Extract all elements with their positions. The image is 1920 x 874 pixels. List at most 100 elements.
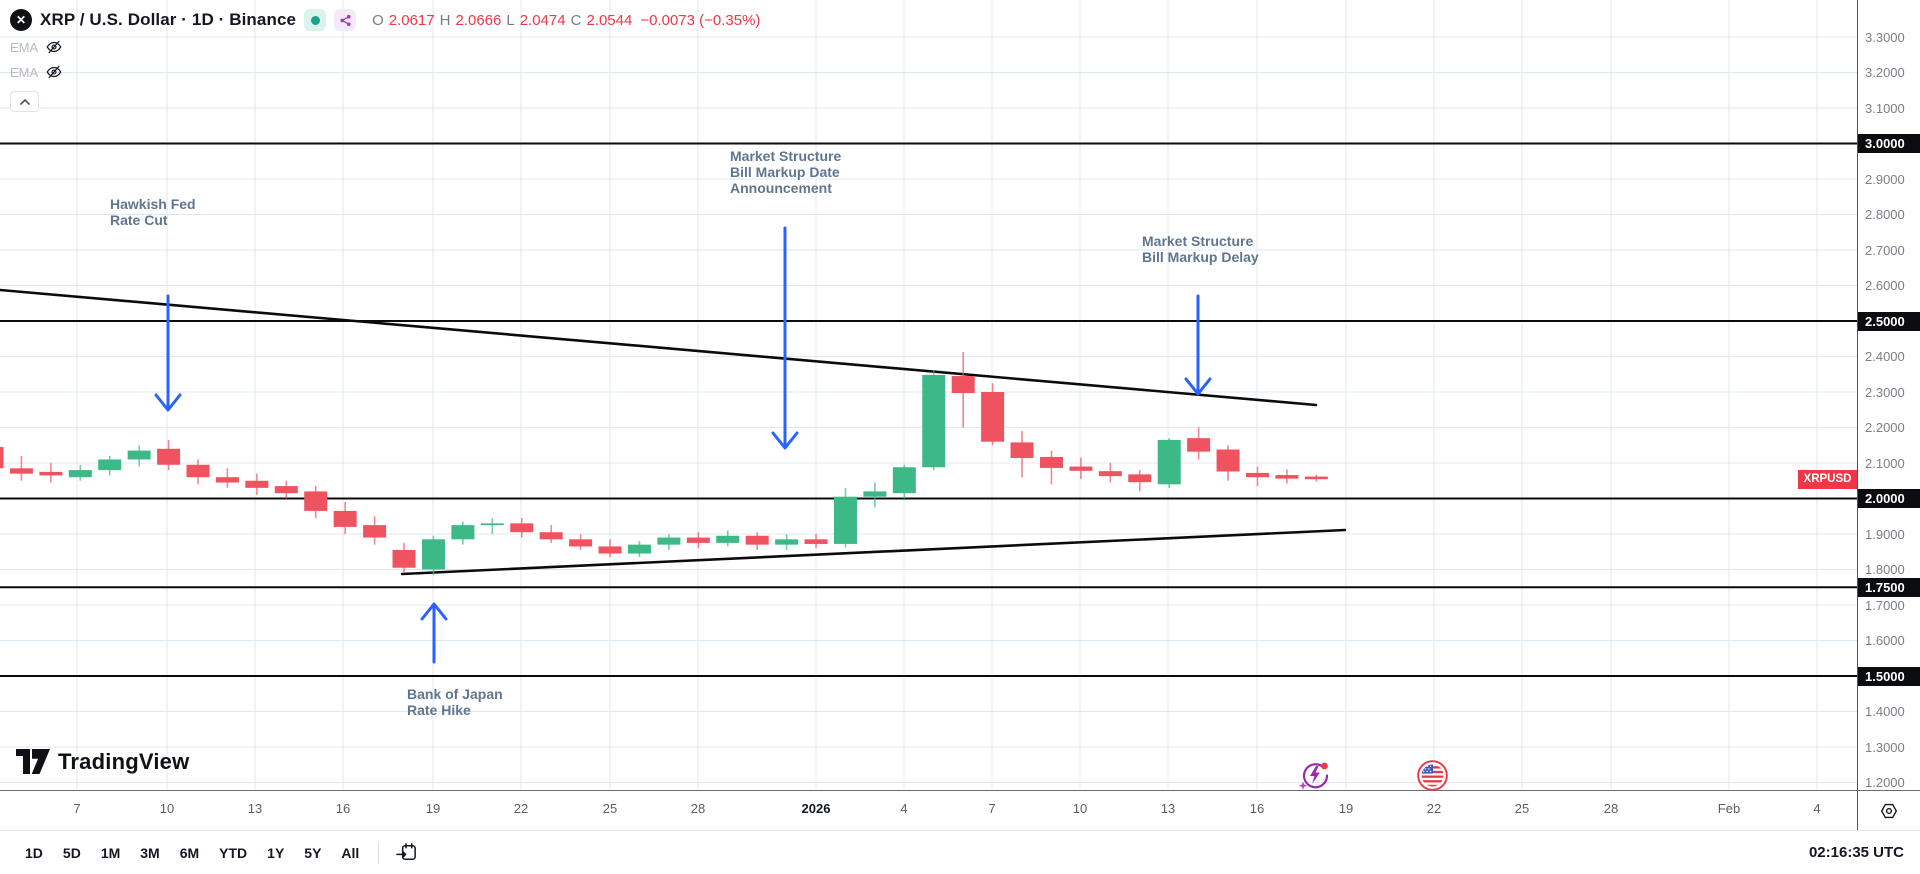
price-axis-label: 2.0000 — [1858, 489, 1920, 508]
candle-body — [892, 467, 916, 494]
price-axis-label: 1.8000 — [1865, 562, 1905, 577]
candle-body — [716, 535, 740, 543]
candlestick-chart[interactable] — [0, 0, 1857, 790]
price-axis-label: 1.3000 — [1865, 739, 1905, 755]
range-button-1y[interactable]: 1Y — [267, 844, 285, 861]
price-axis-label: 1.4000 — [1865, 704, 1905, 719]
range-button-all[interactable]: All — [341, 844, 360, 861]
candle-body — [1098, 471, 1122, 477]
time-axis-label: 19 — [425, 801, 441, 816]
range-button-1m[interactable]: 1M — [100, 844, 121, 861]
candle-body — [39, 471, 63, 476]
share-button[interactable] — [334, 9, 357, 31]
time-axis[interactable]: 7 10 13 16 19 22 25 28 2026 4 7 10 13 16 19 22 25 28 Feb 4 — [0, 790, 1920, 830]
ema-label: EMA — [10, 39, 39, 55]
chevron-up-icon — [19, 98, 30, 105]
candle-body — [1245, 472, 1269, 478]
chart-annotation-text: Market Structure Bill Markup Date Announce… — [730, 148, 842, 196]
price-axis-label: 1.7500 — [1858, 577, 1920, 597]
range-button-3m[interactable]: 3M — [140, 844, 160, 861]
candle-body — [1010, 442, 1034, 459]
share-icon — [339, 14, 351, 26]
price-axis[interactable]: 3.3000 3.2000 3.1000 3.0000 2.9000 2.8000 2.70… — [1857, 0, 1920, 830]
trendline[interactable] — [0, 288, 1318, 407]
chart-legend: ✕ XRP / U.S. Dollar · 1D · Binance O 2.06… — [10, 8, 760, 112]
candle-body — [215, 477, 239, 483]
annotation-arrow[interactable] — [771, 226, 799, 450]
range-button-5d[interactable]: 5D — [62, 844, 81, 861]
candle-body — [598, 546, 622, 554]
indicator-row-ema-1: EMA — [10, 37, 760, 57]
price-axis-label: 2.9000 — [1865, 171, 1905, 187]
clock-utc[interactable]: 02:16:35 UTC — [1808, 844, 1904, 861]
time-axis-label: 7 — [73, 801, 81, 816]
price-axis-label: 3.3000 — [1865, 29, 1905, 45]
candle-body — [627, 544, 651, 554]
time-axis-label: 25 — [602, 801, 618, 816]
price-axis-label: 2.1000 — [1865, 455, 1905, 471]
candle-body — [539, 532, 563, 540]
range-button-ytd[interactable]: YTD — [219, 844, 248, 861]
symbol-row: ✕ XRP / U.S. Dollar · 1D · Binance O 2.06… — [10, 8, 760, 32]
us-economic-event-button[interactable] — [1417, 760, 1448, 796]
candle-body — [333, 510, 357, 527]
candle-body — [1157, 439, 1181, 485]
candle-body — [363, 525, 387, 538]
high-value: 2.0666 — [455, 11, 502, 29]
annotation-arrow[interactable] — [420, 602, 448, 664]
candle-body — [863, 491, 887, 497]
open-value: 2.0617 — [388, 11, 435, 29]
change-value: −0.0073 (−0.35%) — [640, 11, 761, 29]
chart-annotation-text: Market Structure Bill Markup Delay — [1142, 233, 1259, 265]
candle-body — [657, 537, 681, 545]
candle-body — [510, 523, 534, 533]
price-axis-label: 2.7000 — [1865, 242, 1905, 258]
watermark-text: TradingView — [58, 748, 190, 774]
tradingview-watermark[interactable]: TradingView — [16, 748, 189, 775]
chart-annotation-text: Bank of Japan Rate Hike — [407, 686, 503, 718]
price-axis-label: 1.6000 — [1865, 633, 1905, 648]
scale-settings-icon — [1880, 803, 1898, 818]
time-axis-label: 16 — [1249, 801, 1265, 816]
candle-body — [981, 392, 1005, 442]
ema-visibility-toggle[interactable] — [45, 38, 63, 56]
candle-body — [392, 549, 416, 568]
candle-body — [1275, 475, 1299, 479]
candle-body — [0, 447, 4, 469]
axis-settings-corner[interactable] — [1857, 791, 1920, 830]
go-to-date-button[interactable] — [389, 837, 424, 868]
annotation-arrow[interactable] — [1184, 294, 1212, 396]
candle-body — [686, 537, 710, 543]
price-axis-label: 2.6000 — [1865, 278, 1905, 293]
range-button-6m[interactable]: 6M — [179, 844, 200, 861]
crypto-event-button[interactable] — [1296, 757, 1332, 798]
ohlc-readout: O 2.0617 H 2.0666 L 2.0474 C 2.0544 −0.0073 … — [372, 12, 760, 29]
candle-body — [274, 486, 298, 494]
candle-body — [951, 376, 975, 394]
trendline[interactable] — [400, 528, 1347, 576]
low-value: 2.0474 — [519, 11, 566, 29]
candle-body — [1128, 474, 1152, 483]
time-axis-label: 2026 — [801, 801, 831, 816]
candle-body — [480, 523, 504, 526]
price-axis-label: 1.5000 — [1858, 666, 1920, 686]
range-button-5y[interactable]: 5Y — [304, 844, 322, 861]
range-button-1d[interactable]: 1D — [25, 844, 43, 861]
price-axis-label: 3.2000 — [1865, 65, 1905, 80]
candle-body — [833, 496, 857, 544]
candle-body — [451, 525, 475, 540]
time-axis-label: 16 — [335, 801, 351, 816]
close-label: C — [570, 11, 582, 29]
annotation-arrow[interactable] — [154, 294, 182, 412]
price-axis-label: 3.1000 — [1865, 100, 1905, 116]
price-axis-label: 2.5000 — [1858, 311, 1920, 331]
time-axis-label: 4 — [1813, 801, 1821, 816]
time-axis-label: 25 — [1514, 801, 1530, 816]
legend-collapse-button[interactable] — [10, 91, 39, 112]
calendar-goto-icon — [396, 843, 417, 860]
candle-body — [775, 539, 799, 545]
symbol-title[interactable]: XRP / U.S. Dollar · 1D · Binance — [40, 10, 297, 29]
eye-off-icon — [46, 65, 62, 79]
ema-visibility-toggle[interactable] — [45, 63, 63, 81]
market-status-button[interactable] — [304, 9, 327, 31]
